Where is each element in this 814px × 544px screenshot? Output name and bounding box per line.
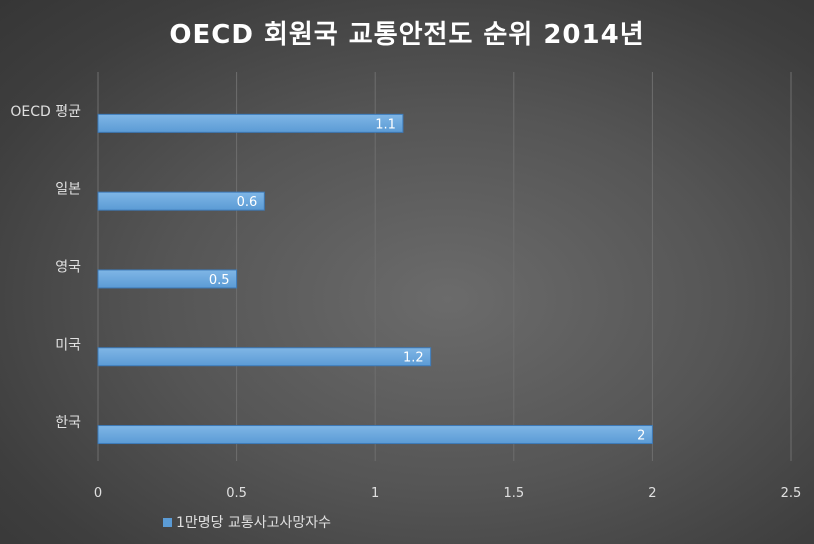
bar <box>97 191 265 211</box>
x-tick-label: 1 <box>371 486 379 501</box>
x-tick-label: 2.5 <box>781 486 802 501</box>
x-tick-label: 0.5 <box>226 486 247 501</box>
data-label: 0.5 <box>209 273 230 288</box>
category-label: 영국 <box>55 260 81 276</box>
bar <box>97 425 653 445</box>
legend-swatch <box>163 517 172 527</box>
data-label: 1.1 <box>375 117 396 132</box>
bar <box>97 113 404 133</box>
data-label: 2 <box>637 429 645 444</box>
category-label: 미국 <box>55 337 81 353</box>
data-label: 1.2 <box>403 351 424 366</box>
legend: 1만명당 교통사고사망자수 <box>163 512 331 532</box>
chart-title: OECD 회원국 교통안전도 순위 2014년 <box>169 20 645 50</box>
category-label: OECD 평균 <box>10 104 81 120</box>
bar <box>97 347 432 367</box>
bar <box>97 269 238 289</box>
legend-label: 1만명당 교통사고사망자수 <box>176 515 332 531</box>
category-label: 일본 <box>55 182 81 198</box>
category-label: 한국 <box>55 415 81 431</box>
x-tick-label: 0 <box>94 486 102 501</box>
x-tick-label: 1.5 <box>503 486 524 501</box>
x-tick-label: 2 <box>648 486 656 501</box>
data-label: 0.6 <box>237 195 258 210</box>
